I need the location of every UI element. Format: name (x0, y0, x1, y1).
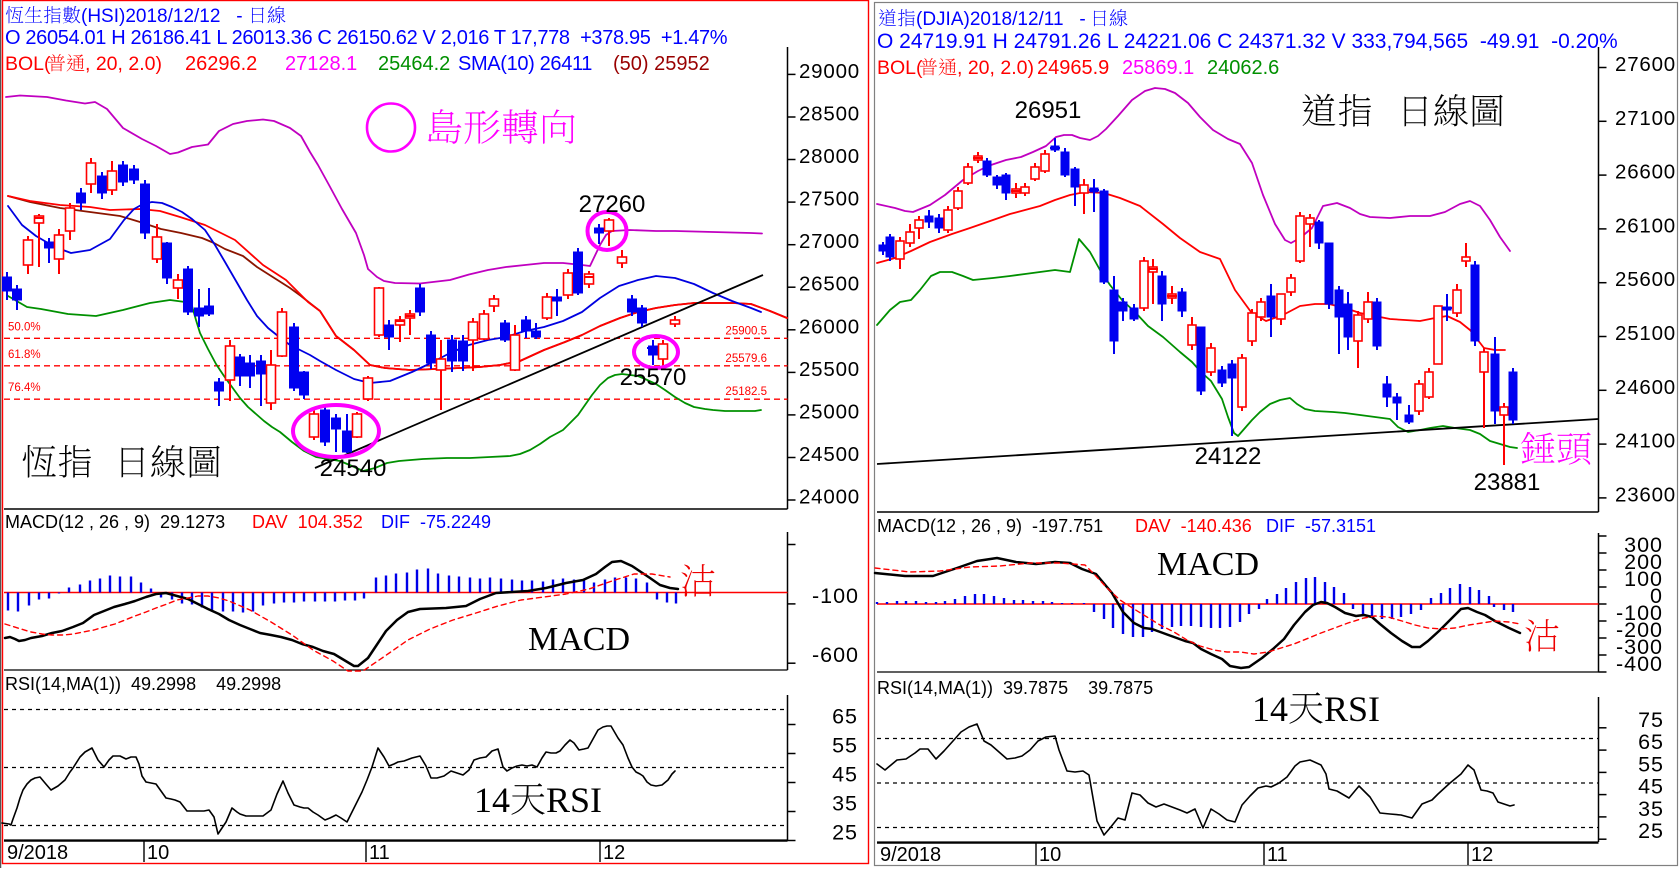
svg-text:DIF -75.2249: DIF -75.2249 (381, 512, 491, 532)
svg-text:26600: 26600 (1615, 161, 1676, 184)
svg-text:25: 25 (832, 821, 858, 845)
svg-text:10: 10 (1039, 844, 1061, 866)
svg-text:9/2018: 9/2018 (7, 842, 68, 864)
svg-text:25600: 25600 (1615, 268, 1676, 291)
svg-text:MACD: MACD (1157, 546, 1259, 583)
svg-text:9/2018: 9/2018 (880, 844, 941, 866)
svg-text:12: 12 (603, 842, 625, 864)
svg-text:25579.6: 25579.6 (725, 353, 767, 365)
svg-text:100: 100 (1624, 567, 1663, 591)
svg-text:25464.2: 25464.2 (378, 53, 450, 75)
svg-text:75: 75 (1638, 708, 1664, 732)
svg-text:50.0%: 50.0% (8, 321, 41, 333)
svg-text:25100: 25100 (1615, 322, 1676, 345)
svg-text:25182.5: 25182.5 (725, 386, 767, 398)
svg-text:23881: 23881 (1474, 469, 1541, 496)
svg-text:DAV 104.352: DAV 104.352 (252, 512, 363, 532)
svg-text:(50) 25952: (50) 25952 (613, 53, 710, 75)
svg-text:-600: -600 (812, 643, 859, 667)
svg-text:25570: 25570 (620, 364, 687, 391)
svg-text:12: 12 (1471, 844, 1493, 866)
svg-text:24062.6: 24062.6 (1207, 57, 1279, 79)
svg-text:, 20, 2.0): , 20, 2.0) (85, 53, 162, 75)
svg-text:28500: 28500 (799, 103, 860, 126)
svg-text:BOL(: BOL( (5, 53, 51, 75)
svg-text:28000: 28000 (799, 145, 860, 168)
svg-text:MACD(12 , 26 , 9) 29.1273: MACD(12 , 26 , 9) 29.1273 (5, 512, 225, 532)
svg-text:24000: 24000 (799, 486, 860, 509)
svg-text:26296.2: 26296.2 (185, 53, 257, 75)
svg-text:29000: 29000 (799, 60, 860, 83)
svg-text:11: 11 (369, 842, 390, 864)
svg-text:27260: 27260 (579, 191, 646, 218)
svg-text:55: 55 (1638, 752, 1664, 776)
svg-text:14: 14 (474, 780, 510, 820)
svg-text:35: 35 (1638, 797, 1664, 821)
svg-text:200: 200 (1624, 550, 1663, 574)
svg-text:O 24719.91 H 24791.26 L 24221.: O 24719.91 H 24791.26 L 24221.06 C 24371… (877, 30, 1618, 53)
svg-text:RSI(14,MA(1)) 49.2998 49.2: RSI(14,MA(1)) 49.2998 49.2998 (5, 674, 281, 694)
svg-text:-200: -200 (1616, 618, 1663, 642)
svg-text:24122: 24122 (1195, 443, 1262, 470)
svg-text:DIF -57.3151: DIF -57.3151 (1266, 516, 1376, 536)
svg-text:(DJIA)2018/12/11 -: (DJIA)2018/12/11 - (916, 9, 1086, 30)
svg-text:65: 65 (832, 705, 858, 729)
svg-text:26000: 26000 (799, 315, 860, 338)
svg-text:-400: -400 (1616, 652, 1663, 676)
svg-text:RSI: RSI (1324, 689, 1380, 729)
svg-text:DAV -140.436: DAV -140.436 (1135, 516, 1252, 536)
svg-text:SMA(10) 26411: SMA(10) 26411 (458, 53, 592, 75)
svg-text:27000: 27000 (799, 230, 860, 253)
svg-text:26951: 26951 (1015, 97, 1082, 124)
svg-text:76.4%: 76.4% (8, 382, 41, 394)
svg-text:25869.1: 25869.1 (1122, 57, 1194, 79)
svg-text:24540: 24540 (320, 455, 387, 482)
svg-text:23600: 23600 (1615, 483, 1676, 506)
svg-text:35: 35 (832, 792, 858, 816)
svg-text:61.8%: 61.8% (8, 349, 41, 361)
svg-text:27100: 27100 (1615, 107, 1676, 130)
svg-text:45: 45 (832, 763, 858, 787)
svg-text:RSI: RSI (546, 780, 602, 820)
svg-text:, 20, 2.0): , 20, 2.0) (957, 57, 1034, 79)
svg-text:24500: 24500 (799, 443, 860, 466)
svg-text:65: 65 (1638, 730, 1664, 754)
svg-text:MACD(12 , 26 , 9) -197.751: MACD(12 , 26 , 9) -197.751 (877, 516, 1103, 536)
svg-text:(HSI)2018/12/12 -: (HSI)2018/12/12 - (81, 6, 243, 27)
svg-text:O 26054.01 H 26186.41 L 26013.: O 26054.01 H 26186.41 L 26013.36 C 26150… (5, 27, 728, 49)
svg-text:BOL(: BOL( (877, 57, 923, 79)
svg-text:24965.9: 24965.9 (1037, 57, 1109, 79)
svg-text:27600: 27600 (1615, 53, 1676, 76)
svg-text:-100: -100 (812, 584, 859, 608)
svg-text:MACD: MACD (528, 621, 630, 658)
svg-text:45: 45 (1638, 775, 1664, 799)
svg-text:26500: 26500 (799, 273, 860, 296)
svg-text:-100: -100 (1616, 601, 1663, 625)
svg-text:24600: 24600 (1615, 376, 1676, 399)
svg-text:14: 14 (1252, 689, 1288, 729)
svg-text:300: 300 (1624, 533, 1663, 557)
svg-text:25000: 25000 (799, 400, 860, 423)
svg-text:0: 0 (1650, 584, 1663, 608)
svg-text:RSI(14,MA(1)) 39.7875 39.7: RSI(14,MA(1)) 39.7875 39.7875 (877, 678, 1153, 698)
svg-text:27500: 27500 (799, 188, 860, 211)
svg-text:26100: 26100 (1615, 214, 1676, 237)
svg-text:10: 10 (147, 842, 169, 864)
svg-text:24100: 24100 (1615, 430, 1676, 453)
svg-text:27128.1: 27128.1 (285, 53, 357, 75)
svg-text:55: 55 (832, 734, 858, 758)
svg-text:-300: -300 (1616, 635, 1663, 659)
svg-text:25900.5: 25900.5 (725, 325, 767, 337)
svg-text:25: 25 (1638, 819, 1664, 843)
svg-text:25500: 25500 (799, 358, 860, 381)
svg-text:11: 11 (1267, 844, 1288, 866)
